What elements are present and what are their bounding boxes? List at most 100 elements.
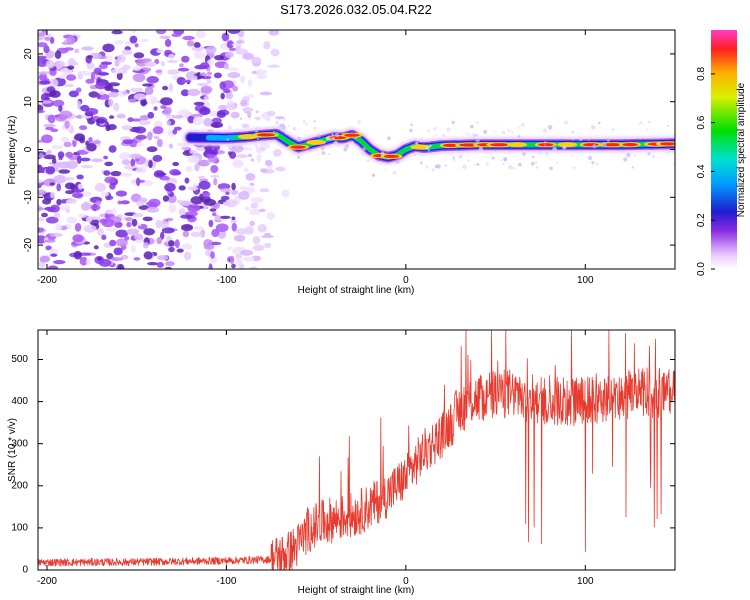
snr-line-path: [38, 330, 675, 570]
noise-blob: [98, 258, 112, 267]
ridge-scatter: [256, 126, 260, 130]
noise-blob: [119, 152, 131, 161]
ridge-scatter: [428, 141, 430, 143]
noise-blob: [231, 182, 236, 191]
noise-blob: [121, 159, 131, 165]
ridge-hotspot: [557, 142, 578, 148]
noise-blob: [66, 160, 78, 170]
noise-blob: [217, 230, 227, 239]
noise-blob: [167, 194, 177, 204]
ridge-scatter: [420, 161, 423, 165]
ridge-scatter: [249, 118, 251, 121]
noise-blob: [245, 173, 256, 181]
noise-blob: [86, 143, 97, 152]
noise-blob: [149, 96, 158, 105]
ridge-scatter: [491, 156, 495, 160]
noise-blob: [260, 168, 268, 173]
noise-blob: [108, 91, 120, 98]
ridge-scatter: [410, 123, 413, 127]
noise-blob: [174, 239, 180, 249]
noise-blob: [152, 126, 164, 135]
noise-blob: [270, 48, 280, 57]
noise-blob: [111, 68, 124, 74]
noise-blob: [130, 158, 136, 167]
ridge-scatter: [570, 154, 573, 157]
noise-blob: [49, 36, 55, 44]
ridge-hotspot-core: [459, 143, 478, 147]
noise-blob: [160, 105, 167, 109]
ridge-scatter: [322, 141, 326, 145]
ridge-scatter: [434, 164, 439, 169]
noise-blob: [259, 91, 272, 96]
x-tick-label: -100: [216, 275, 236, 286]
noise-blob: [146, 206, 160, 213]
noise-blob: [38, 207, 45, 211]
ridge-scatter: [409, 128, 413, 133]
noise-blob: [43, 178, 56, 187]
noise-blob: [236, 257, 243, 267]
ridge-scatter: [357, 120, 361, 124]
noise-blob: [120, 200, 130, 205]
ridge-scatter: [490, 154, 493, 157]
noise-blob: [212, 212, 217, 217]
noise-blob: [252, 244, 265, 251]
noise-blob: [47, 207, 55, 213]
noise-blob: [178, 208, 186, 217]
ridge-scatter: [354, 136, 358, 139]
noise-blob: [53, 174, 67, 184]
noise-blob: [156, 237, 163, 245]
y-tick-label: 0: [23, 146, 34, 152]
noise-blob: [38, 58, 48, 67]
noise-blob: [38, 179, 44, 184]
ridge-scatter: [329, 137, 333, 141]
noise-blob: [204, 146, 213, 154]
noise-blob: [209, 208, 217, 212]
noise-blob: [147, 131, 153, 141]
noise-blob: [213, 178, 218, 186]
noise-blob: [133, 87, 144, 93]
ridge-scatter: [418, 137, 424, 143]
noise-blob: [64, 83, 75, 88]
noise-blob: [102, 43, 115, 53]
noise-blob: [166, 120, 172, 126]
ridge-hotspot: [237, 134, 258, 140]
noise-blob: [60, 136, 70, 143]
noise-blob: [227, 246, 232, 250]
noise-blob: [228, 47, 237, 52]
snr-x-axis-label: Height of straight line (km): [298, 585, 415, 596]
noise-blob: [142, 216, 153, 222]
x-tick-label: 100: [577, 275, 594, 286]
noise-blob: [173, 126, 182, 131]
noise-blob: [114, 59, 120, 67]
ridge-scatter: [321, 151, 326, 155]
ridge-scatter: [535, 165, 539, 169]
ridge-hotspot-core: [602, 143, 622, 147]
noise-blob: [146, 146, 158, 153]
ridge-scatter: [362, 147, 366, 151]
noise-blob: [101, 234, 107, 241]
ridge-scatter: [255, 110, 259, 114]
noise-blob: [166, 59, 179, 64]
noise-blob: [114, 221, 123, 228]
noise-blob: [159, 35, 171, 39]
x-tick-label: -200: [37, 576, 57, 587]
noise-blob: [250, 197, 264, 204]
noise-blob: [180, 89, 190, 97]
colorbar-tick-label: 0.0: [696, 262, 707, 276]
noise-blob: [43, 154, 56, 160]
noise-blob: [226, 67, 239, 71]
noise-blob: [275, 166, 286, 172]
noise-blob: [72, 234, 84, 243]
noise-blob: [172, 129, 178, 135]
noise-blob: [80, 157, 91, 162]
noise-blob: [158, 220, 170, 229]
noise-blob: [247, 79, 253, 87]
y-tick-label: 0: [22, 565, 28, 576]
y-tick-label: 400: [11, 396, 28, 407]
noise-blob: [80, 202, 91, 211]
noise-blob: [77, 213, 87, 218]
noise-blob: [90, 204, 101, 211]
ridge-scatter: [254, 144, 258, 148]
noise-blob: [168, 53, 176, 59]
noise-blob: [210, 165, 219, 173]
